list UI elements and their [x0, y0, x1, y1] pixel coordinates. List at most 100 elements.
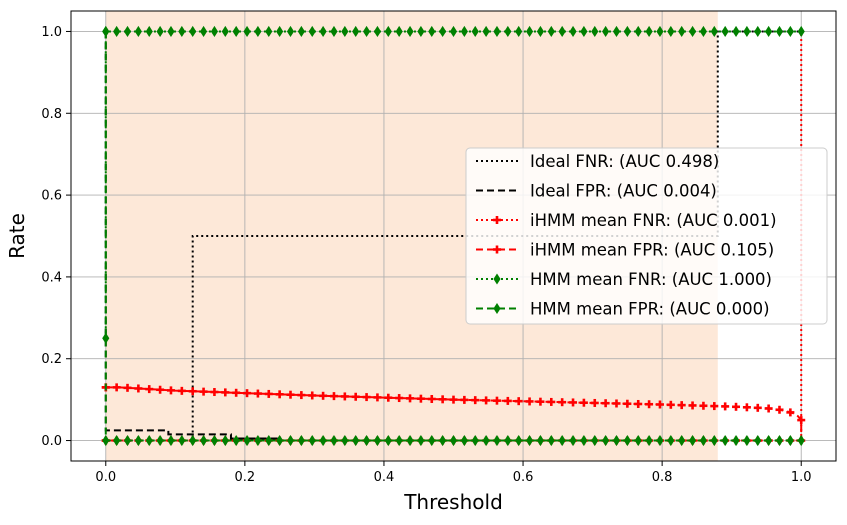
data-point	[699, 434, 707, 447]
data-point	[482, 434, 490, 447]
data-point	[156, 25, 164, 38]
series-3	[101, 383, 806, 441]
legend-label: iHMM mean FPR: (AUC 0.105)	[530, 241, 774, 260]
data-point	[167, 25, 175, 38]
data-point	[569, 434, 577, 447]
data-point	[156, 385, 165, 394]
data-point	[601, 399, 610, 408]
axes-frame	[70, 10, 837, 462]
legend-label: HMM mean FNR: (AUC 1.000)	[530, 270, 772, 289]
data-point	[351, 392, 360, 401]
y-tick-label: 0.8	[41, 107, 62, 122]
data-point	[221, 388, 230, 397]
data-point	[406, 434, 414, 447]
data-point	[330, 434, 338, 447]
data-point	[319, 391, 328, 400]
data-point	[232, 434, 240, 447]
legend-item: Ideal FPR: (AUC 0.004)	[476, 182, 717, 201]
data-point	[482, 396, 491, 405]
data-point	[580, 25, 588, 38]
data-point	[699, 25, 707, 38]
data-point	[645, 400, 654, 409]
data-point	[395, 434, 403, 447]
data-point	[623, 399, 632, 408]
data-point	[678, 434, 686, 447]
data-point	[243, 25, 251, 38]
data-point	[297, 25, 305, 38]
data-point	[515, 434, 523, 447]
data-point	[363, 434, 371, 447]
y-tick-label: 0.2	[41, 352, 62, 367]
data-point	[775, 405, 784, 414]
data-point	[493, 434, 501, 447]
data-point	[569, 25, 577, 38]
data-point	[775, 25, 784, 38]
x-tick-label: 0.4	[374, 470, 395, 485]
data-point	[460, 25, 468, 38]
x-tick-label: 0.2	[235, 470, 256, 485]
data-point	[493, 245, 501, 254]
data-point	[395, 394, 404, 403]
data-point	[449, 25, 458, 38]
data-point	[341, 434, 349, 447]
data-point	[666, 400, 675, 409]
axes-border	[70, 10, 837, 462]
data-point	[373, 434, 381, 447]
data-point	[558, 25, 566, 38]
data-point	[471, 434, 479, 447]
data-point	[765, 434, 773, 447]
data-point	[710, 25, 718, 38]
data-point	[786, 25, 794, 38]
data-point	[145, 434, 153, 447]
data-point	[308, 391, 317, 400]
data-point	[471, 25, 479, 38]
data-point	[134, 384, 143, 393]
data-point	[732, 402, 741, 411]
data-point	[177, 386, 186, 395]
data-point	[492, 396, 501, 405]
data-point	[145, 25, 153, 38]
data-point	[319, 434, 327, 447]
data-point	[493, 302, 501, 315]
data-point	[677, 401, 686, 410]
legend-label: Ideal FNR: (AUC 0.498)	[530, 152, 719, 171]
data-point	[188, 387, 197, 396]
data-point	[689, 25, 697, 38]
data-point	[547, 397, 556, 406]
data-point	[102, 25, 110, 38]
data-point	[580, 434, 588, 447]
data-point	[536, 397, 545, 406]
data-point	[439, 25, 447, 38]
data-point	[373, 25, 381, 38]
data-point	[764, 404, 773, 413]
data-point	[634, 399, 643, 408]
data-point	[765, 25, 773, 38]
y-tick-label: 1.0	[41, 25, 62, 40]
data-point	[416, 394, 425, 403]
series-5	[102, 25, 805, 447]
data-point	[503, 396, 512, 405]
data-point	[221, 25, 229, 38]
data-point	[656, 434, 664, 447]
data-point	[449, 434, 458, 447]
data-point	[232, 25, 240, 38]
legend-item: iHMM mean FPR: (AUC 0.105)	[476, 241, 774, 260]
data-point	[504, 25, 512, 38]
data-point	[743, 434, 751, 447]
data-point	[634, 25, 642, 38]
data-point	[667, 434, 675, 447]
data-point	[341, 25, 349, 38]
data-point	[710, 402, 719, 411]
data-point	[395, 25, 403, 38]
y-axis-label: Rate	[5, 213, 29, 259]
data-point	[113, 434, 121, 447]
data-point	[308, 25, 316, 38]
data-point	[786, 408, 795, 417]
data-point	[558, 434, 566, 447]
data-point	[254, 434, 262, 447]
x-tick-label: 0.0	[95, 470, 116, 485]
data-point	[547, 434, 555, 447]
data-point	[352, 25, 360, 38]
data-point	[710, 434, 718, 447]
data-point	[623, 434, 631, 447]
